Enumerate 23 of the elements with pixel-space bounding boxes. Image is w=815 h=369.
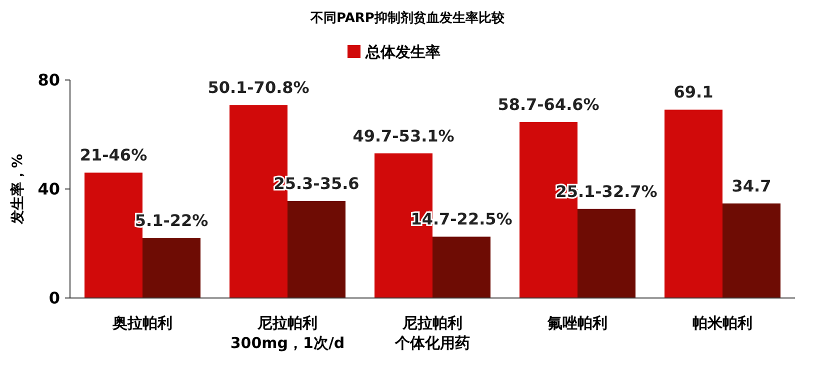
bar (288, 200, 346, 298)
x-tick-label: 帕米帕利 (692, 314, 752, 332)
legend-label: 总体发生率 (364, 43, 440, 61)
x-tick-label: 尼拉帕利个体化用药 (394, 314, 470, 352)
bar (432, 236, 490, 298)
data-label: 34.7 (732, 176, 772, 196)
x-tick-label: 奥拉帕利 (112, 314, 172, 332)
y-axis-title: 发生率，% (9, 154, 26, 226)
chart-title: 不同PARP抑制剂贫血发生率比较 (310, 10, 506, 26)
x-tick-label: 氟唑帕利 (546, 314, 608, 332)
annotation: 50.1-70.8% (208, 78, 310, 98)
annotation: 58.7-64.6% (498, 94, 600, 114)
data-label: 69.1 (674, 82, 714, 102)
y-tick-label: 80 (38, 70, 60, 90)
bar (142, 238, 200, 298)
x-tick-label: 尼拉帕利 300mg，1次/d (230, 314, 345, 352)
annotation: 49.7-53.1% (352, 126, 454, 146)
y-tick-label: 0 (48, 288, 60, 308)
y-tick-label: 40 (38, 180, 60, 199)
bar (664, 110, 722, 298)
bar (722, 203, 780, 298)
annotation: 21-46% (80, 146, 148, 165)
bar (578, 208, 636, 298)
